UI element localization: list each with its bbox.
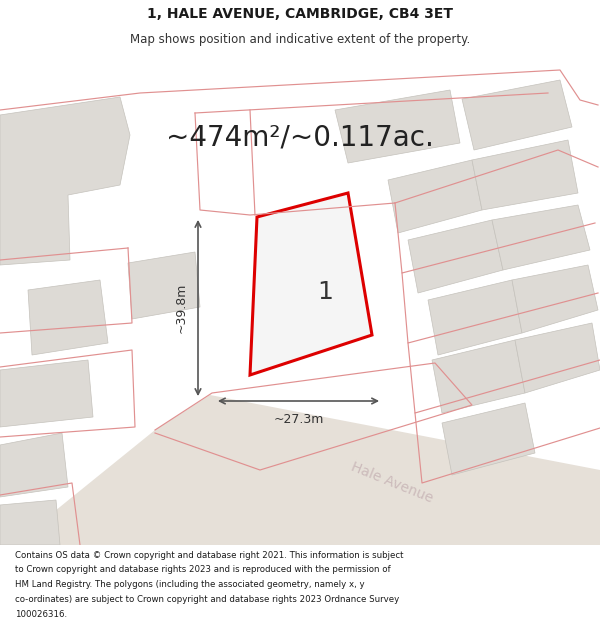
Text: Map shows position and indicative extent of the property.: Map shows position and indicative extent… <box>130 33 470 46</box>
Polygon shape <box>0 360 93 427</box>
Polygon shape <box>442 403 535 475</box>
Polygon shape <box>128 252 200 319</box>
Polygon shape <box>0 97 130 265</box>
Polygon shape <box>388 160 482 233</box>
Polygon shape <box>408 220 503 293</box>
Polygon shape <box>492 205 590 270</box>
Text: 100026316.: 100026316. <box>15 610 67 619</box>
Polygon shape <box>0 395 600 545</box>
Text: ~474m²/~0.117ac.: ~474m²/~0.117ac. <box>166 123 434 151</box>
Polygon shape <box>335 90 460 163</box>
Polygon shape <box>0 433 68 497</box>
Text: Hale Avenue: Hale Avenue <box>349 460 435 506</box>
Text: 1, HALE AVENUE, CAMBRIDGE, CB4 3ET: 1, HALE AVENUE, CAMBRIDGE, CB4 3ET <box>147 7 453 21</box>
Polygon shape <box>512 265 598 333</box>
Text: Contains OS data © Crown copyright and database right 2021. This information is : Contains OS data © Crown copyright and d… <box>15 551 404 559</box>
Polygon shape <box>515 323 600 393</box>
Polygon shape <box>472 140 578 210</box>
Polygon shape <box>250 193 372 375</box>
Text: 1: 1 <box>317 280 332 304</box>
Text: ~39.8m: ~39.8m <box>175 282 188 333</box>
Polygon shape <box>428 280 522 355</box>
Polygon shape <box>432 340 525 413</box>
Text: co-ordinates) are subject to Crown copyright and database rights 2023 Ordnance S: co-ordinates) are subject to Crown copyr… <box>15 595 399 604</box>
Polygon shape <box>0 500 60 545</box>
Text: HM Land Registry. The polygons (including the associated geometry, namely x, y: HM Land Registry. The polygons (includin… <box>15 580 365 589</box>
Text: ~27.3m: ~27.3m <box>274 413 323 426</box>
Text: to Crown copyright and database rights 2023 and is reproduced with the permissio: to Crown copyright and database rights 2… <box>15 566 391 574</box>
Polygon shape <box>28 280 108 355</box>
Polygon shape <box>462 80 572 150</box>
